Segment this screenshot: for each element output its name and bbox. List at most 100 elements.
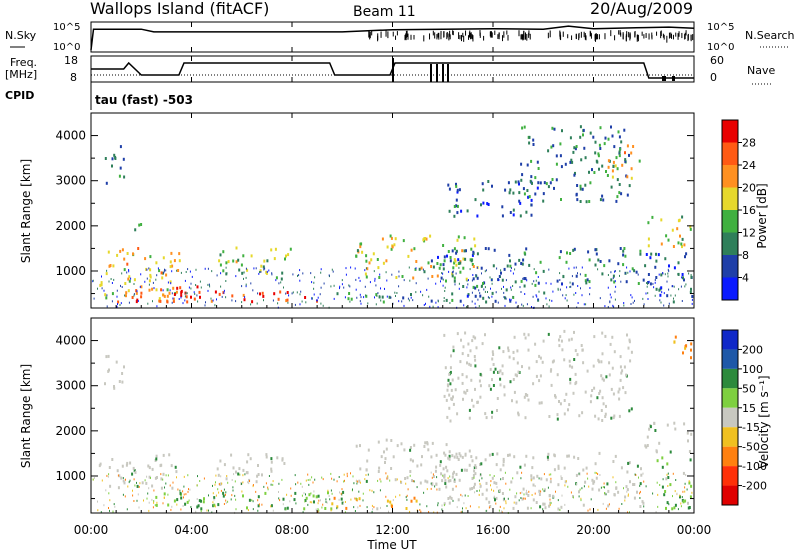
scatter-cell bbox=[119, 304, 121, 306]
scatter-cell bbox=[658, 441, 661, 445]
scatter-cell bbox=[259, 292, 261, 296]
scatter-cell bbox=[459, 360, 462, 364]
scatter-cell bbox=[509, 211, 512, 214]
scatter-cell bbox=[689, 290, 692, 294]
scatter-cell bbox=[296, 291, 298, 294]
scatter-cell bbox=[215, 481, 216, 484]
scatter-cell bbox=[455, 472, 458, 476]
scatter-cell bbox=[577, 302, 579, 304]
scatter-cell bbox=[629, 270, 631, 273]
scatter-cell bbox=[365, 294, 367, 297]
scatter-cell bbox=[309, 501, 311, 504]
scatter-cell bbox=[458, 478, 461, 482]
scatter-cell bbox=[475, 466, 478, 470]
scatter-cell bbox=[380, 287, 381, 290]
scatter-cell bbox=[572, 248, 575, 252]
scatter-cell bbox=[669, 450, 672, 454]
scatter-cell bbox=[450, 388, 453, 392]
scatter-cell bbox=[690, 356, 692, 360]
scatter-cell bbox=[683, 278, 685, 282]
scatter-cell bbox=[272, 480, 274, 483]
scatter-cell bbox=[590, 394, 593, 398]
scatter-cell bbox=[581, 487, 583, 490]
scatter-cell bbox=[289, 500, 291, 503]
date-title: 20/Aug/2009 bbox=[590, 0, 693, 18]
scatter-cell bbox=[534, 485, 536, 488]
scatter-cell bbox=[378, 276, 381, 279]
colorbar-segment bbox=[722, 466, 738, 486]
scatter-cell bbox=[625, 280, 628, 284]
scatter-cell bbox=[336, 507, 338, 510]
scatter-cell bbox=[471, 339, 474, 343]
scatter-cell bbox=[199, 480, 201, 482]
scatter-cell bbox=[407, 254, 410, 258]
scatter-cell bbox=[463, 468, 466, 472]
scatter-cell bbox=[522, 304, 524, 307]
scatter-cell bbox=[373, 270, 375, 273]
scatter-cell bbox=[578, 495, 580, 498]
scatter-cell bbox=[264, 491, 267, 495]
scatter-cell bbox=[505, 279, 507, 282]
scatter-cell bbox=[270, 483, 272, 486]
scatter-cell bbox=[559, 335, 562, 339]
scatter-cell bbox=[267, 486, 269, 489]
scatter-cell bbox=[656, 459, 659, 463]
scatter-cell bbox=[526, 489, 527, 492]
scatter-cell bbox=[108, 507, 109, 509]
scatter-cell bbox=[311, 476, 313, 479]
scatter-cell bbox=[644, 264, 647, 268]
scatter-cell bbox=[217, 488, 219, 491]
scatter-cell bbox=[147, 492, 149, 495]
scatter-cell bbox=[530, 507, 532, 510]
scatter-cell bbox=[124, 495, 126, 498]
scatter-cell bbox=[605, 375, 608, 379]
scatter-cell bbox=[325, 500, 327, 503]
scatter-cell bbox=[638, 476, 639, 479]
scatter-cell bbox=[109, 484, 112, 488]
scatter-cell bbox=[113, 153, 116, 157]
scatter-cell bbox=[610, 125, 612, 129]
scatter-cell bbox=[503, 291, 505, 294]
scatter-cell bbox=[320, 271, 322, 274]
scatter-cell bbox=[557, 464, 560, 468]
scatter-cell bbox=[493, 248, 496, 252]
scatter-cell bbox=[462, 507, 463, 510]
scatter-cell bbox=[344, 511, 346, 514]
scatter-cell bbox=[580, 158, 583, 162]
scatter-cell bbox=[574, 382, 577, 386]
scatter-cell bbox=[594, 471, 596, 474]
scatter-cell bbox=[471, 477, 474, 480]
scatter-cell bbox=[431, 483, 434, 487]
scatter-cell bbox=[116, 253, 119, 257]
scatter-cell bbox=[601, 377, 604, 381]
scatter-cell bbox=[241, 271, 244, 275]
scatter-cell bbox=[584, 279, 587, 283]
scatter-cell bbox=[589, 508, 591, 511]
scatter-cell bbox=[610, 416, 613, 420]
scatter-cell bbox=[555, 162, 558, 166]
scatter-cell bbox=[466, 209, 469, 213]
scatter-cell bbox=[126, 508, 128, 511]
scatter-cell bbox=[675, 479, 677, 481]
scatter-cell bbox=[663, 292, 665, 295]
scatter-cell bbox=[419, 481, 422, 485]
scatter-cell bbox=[279, 499, 281, 502]
scatter-cell bbox=[615, 199, 618, 203]
scatter-cell bbox=[426, 442, 429, 446]
scatter-cell bbox=[630, 407, 633, 411]
scatter-cell bbox=[111, 164, 113, 168]
scatter-cell bbox=[605, 493, 607, 496]
scatter-cell bbox=[294, 474, 296, 477]
scatter-cell bbox=[485, 300, 488, 304]
scatter-cell bbox=[386, 295, 388, 298]
scatter-cell bbox=[609, 342, 612, 346]
scatter-cell bbox=[514, 373, 517, 377]
scatter-cell bbox=[491, 476, 494, 480]
power-colorbar-tick: 12 bbox=[742, 227, 756, 240]
scatter-cell bbox=[140, 273, 142, 276]
scatter-cell bbox=[328, 274, 330, 277]
scatter-cell bbox=[257, 504, 260, 508]
scatter-cell bbox=[348, 284, 350, 287]
scatter-cell bbox=[550, 282, 552, 285]
scatter-cell bbox=[322, 478, 324, 481]
